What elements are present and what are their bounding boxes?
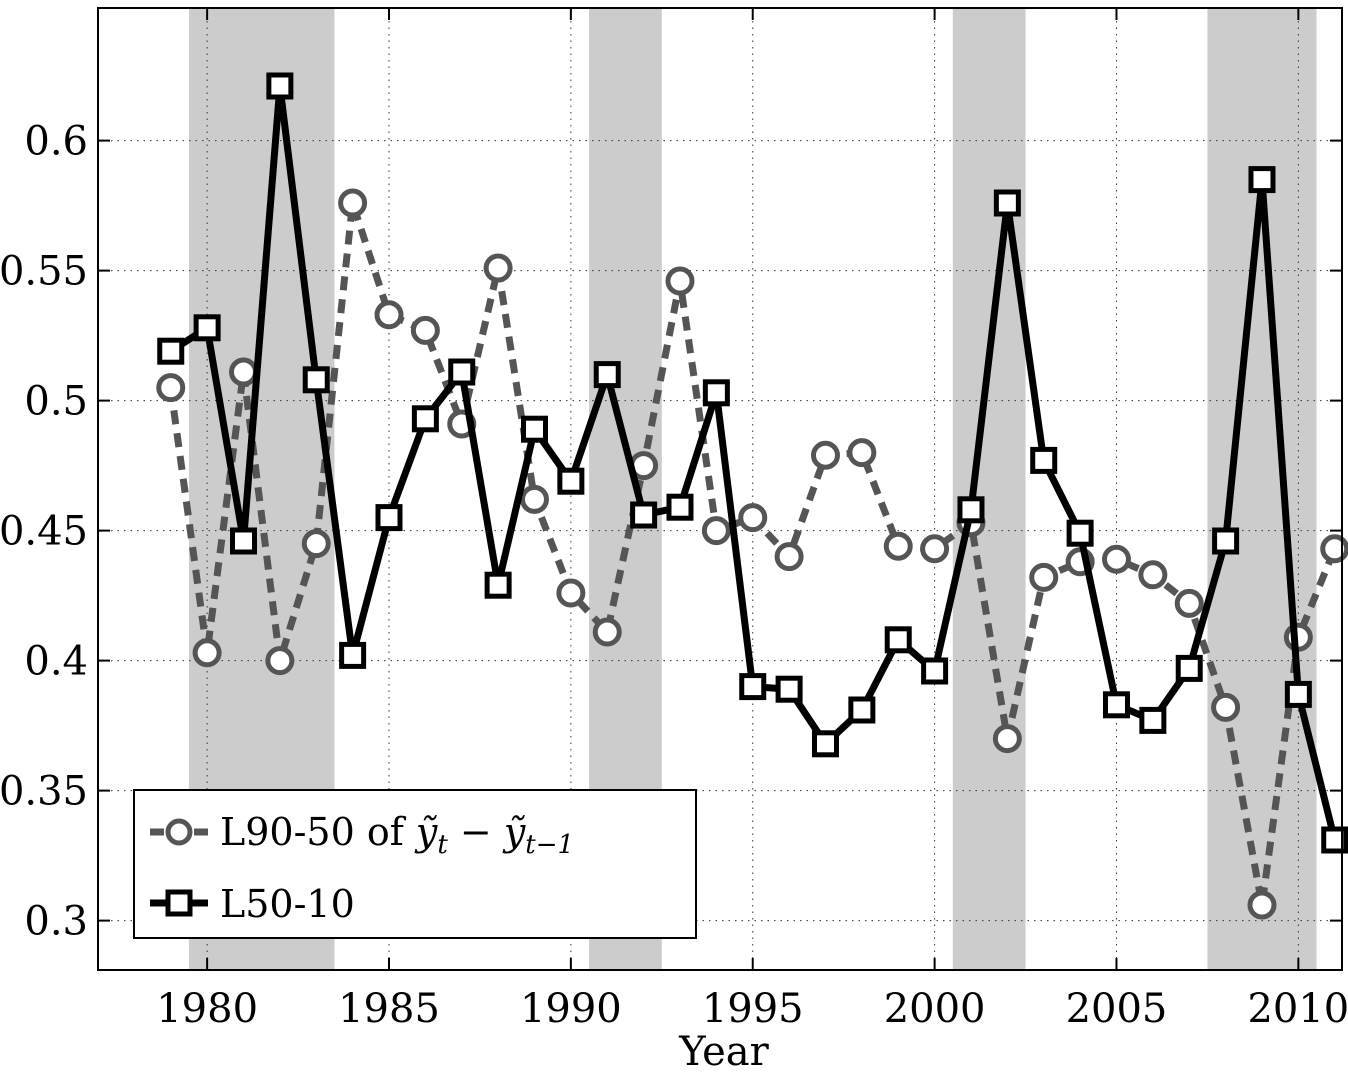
series-2-point-2007 <box>1175 654 1203 682</box>
legend-label-1-text: L90-50 of <box>220 810 416 854</box>
series-2-point-1999 <box>884 626 912 654</box>
series-1-point-1994 <box>701 516 731 546</box>
series-2-point-2000 <box>921 657 949 685</box>
series-2-point-1995 <box>739 673 767 701</box>
x-axis-title: Year <box>678 1029 769 1073</box>
series-1-point-1991 <box>592 617 622 647</box>
series-2-point-2009 <box>1248 166 1276 194</box>
x-tick-label-1985: 1985 <box>338 986 440 1032</box>
series-1-point-1979 <box>156 373 186 403</box>
x-tick-label-2000: 2000 <box>884 986 986 1032</box>
series-2-point-1985 <box>375 504 403 532</box>
series-1-point-1985 <box>374 300 404 330</box>
legend-math-minus: − <box>448 810 504 854</box>
series-layer <box>156 72 1348 920</box>
series-1-point-1984 <box>338 188 368 218</box>
y-tick-label-1: 0.35 <box>0 769 88 815</box>
series-1-point-2006 <box>1138 560 1168 590</box>
series-2-point-2001 <box>957 496 985 524</box>
series-1-point-1988 <box>483 253 513 283</box>
series-2-point-1981 <box>229 527 257 555</box>
series-2 <box>157 72 1348 854</box>
series-1-point-1998 <box>847 438 877 468</box>
series-2-point-1986 <box>411 405 439 433</box>
shaded-period-3 <box>952 8 1026 970</box>
series-1-point-1989 <box>519 484 549 514</box>
legend-label-1: L90-50 of ỹt − ỹt−1 <box>220 810 574 860</box>
series-1-point-2003 <box>1029 562 1059 592</box>
x-tick-label-1995: 1995 <box>702 986 804 1032</box>
series-1-point-1980 <box>192 638 222 668</box>
legend-box <box>133 789 697 939</box>
series-1-point-2005 <box>1101 544 1131 574</box>
series-2-point-1989 <box>520 415 548 443</box>
series-2-point-1988 <box>484 571 512 599</box>
series-1-point-1999 <box>883 531 913 561</box>
series-1-point-1981 <box>228 357 258 387</box>
legend: L90-50 of ỹt − ỹt−1 L50-10 <box>133 789 697 939</box>
shaded-period-4 <box>1207 8 1317 970</box>
series-1-point-2007 <box>1174 588 1204 618</box>
legend-swatch-marker-1 <box>165 818 193 846</box>
legend-math-term-1: ỹ <box>414 810 438 854</box>
series-1-point-1996 <box>774 542 804 572</box>
series-2-point-2011 <box>1321 826 1348 854</box>
x-tick-label-1980: 1980 <box>156 986 258 1032</box>
y-tick-label-5: 0.55 <box>0 249 88 295</box>
series-1-point-2000 <box>920 534 950 564</box>
x-tick-label-1990: 1990 <box>520 986 622 1032</box>
x-tick-label-2010: 2010 <box>1247 986 1348 1032</box>
series-2-point-1982 <box>266 72 294 100</box>
y-tick-label-2: 0.4 <box>24 639 88 685</box>
series-1-point-1986 <box>410 315 440 345</box>
series-2-point-2005 <box>1102 691 1130 719</box>
series-2-point-1990 <box>557 467 585 495</box>
series-2-point-1998 <box>848 696 876 724</box>
series-1-point-1982 <box>265 646 295 676</box>
legend-math-term-2: ỹ <box>502 810 526 854</box>
x-tick-label-2005: 2005 <box>1066 986 1168 1032</box>
series-2-point-1983 <box>302 366 330 394</box>
series-1-point-1997 <box>810 440 840 470</box>
series-2-point-1997 <box>811 730 839 758</box>
tick-labels: 1980 1985 1990 1995 2000 2005 2010 0.3 0.35 0.4 0.… <box>0 119 1348 1032</box>
y-tick-label-4: 0.5 <box>24 379 88 425</box>
series-2-point-2002 <box>993 189 1021 217</box>
series-2-point-2003 <box>1030 446 1058 474</box>
series-1-point-2011 <box>1320 534 1348 564</box>
series-2-point-2004 <box>1066 519 1094 547</box>
series-2-point-2010 <box>1284 680 1312 708</box>
series-2-point-1987 <box>448 358 476 386</box>
series-2-point-1980 <box>193 314 221 342</box>
series-2-point-1991 <box>593 361 621 389</box>
series-2-point-1984 <box>339 641 367 669</box>
series-2-point-1994 <box>702 379 730 407</box>
series-2-point-1996 <box>775 675 803 703</box>
axis-ticks <box>98 8 1342 970</box>
series-1-point-1995 <box>738 503 768 533</box>
legend-label-2: L50-10 <box>220 882 355 926</box>
series-2-point-2006 <box>1139 706 1167 734</box>
series-2-point-2008 <box>1212 527 1240 555</box>
legend-swatch-marker-2 <box>165 889 193 917</box>
series-1-point-1990 <box>556 578 586 608</box>
legend-math-sub-1: t <box>437 830 448 860</box>
series-2-point-1993 <box>666 493 694 521</box>
series-2-point-1992 <box>630 501 658 529</box>
series-1-point-2008 <box>1211 692 1241 722</box>
series-2-point-1979 <box>157 337 185 365</box>
series-1-point-2002 <box>992 724 1022 754</box>
series-1-point-1993 <box>665 266 695 296</box>
y-tick-label-6: 0.6 <box>24 119 88 165</box>
y-tick-label-0: 0.3 <box>24 899 88 945</box>
legend-math-sub-2: t−1 <box>525 830 574 860</box>
series-1-point-2009 <box>1247 890 1277 920</box>
series-1-point-1983 <box>301 529 331 559</box>
y-tick-label-3: 0.45 <box>0 509 88 555</box>
plot-frame <box>97 7 1343 971</box>
